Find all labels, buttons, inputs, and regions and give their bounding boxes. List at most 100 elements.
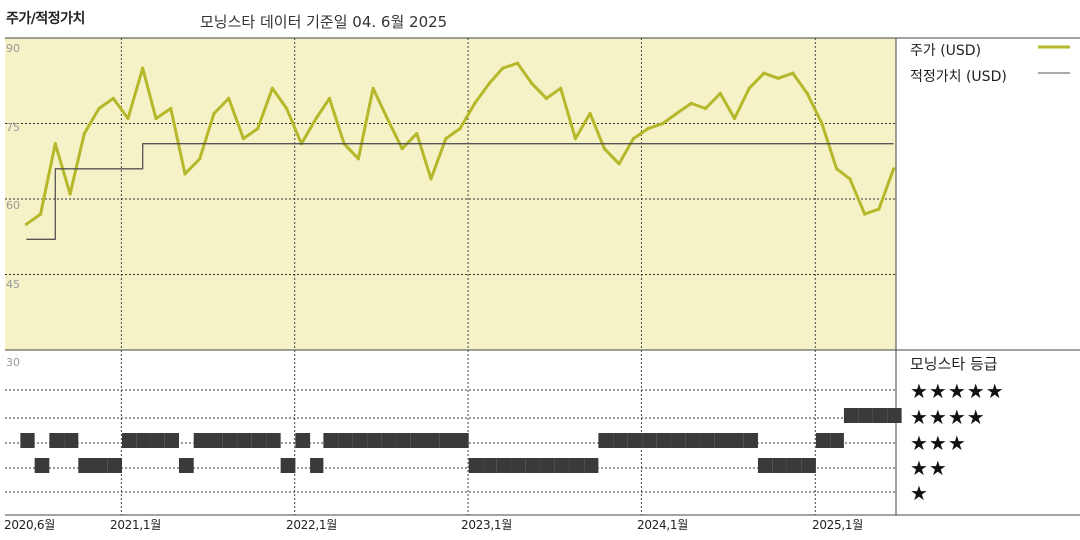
price-point — [487, 81, 491, 85]
price-point — [776, 76, 780, 80]
price-point — [24, 222, 28, 226]
price-point — [68, 192, 72, 196]
price-point — [82, 132, 86, 136]
rating-title: 모닝스타 등급 — [910, 355, 998, 373]
price-point — [732, 116, 737, 121]
rating-bar — [685, 433, 700, 448]
rating-bar — [439, 433, 454, 448]
rating-bar — [425, 433, 440, 448]
rating-bar — [887, 408, 902, 423]
rating-bar — [338, 433, 353, 448]
legend-fair-value: 적정가치 (USD) — [910, 69, 1007, 85]
price-point — [515, 61, 520, 65]
rating-bar — [396, 433, 411, 448]
rating-bar — [598, 433, 614, 448]
price-point — [256, 127, 260, 131]
rating-bar — [728, 433, 744, 448]
rating-bar — [569, 458, 585, 473]
price-point — [154, 116, 158, 121]
rating-bar — [122, 433, 137, 448]
price-point — [602, 147, 607, 151]
rating-bar — [772, 458, 787, 473]
rating-bar — [64, 433, 79, 448]
price-point — [820, 121, 824, 126]
x-tick-label: 2023,1월 — [461, 518, 512, 532]
rating-bar — [136, 433, 151, 448]
chart-title: 주가/적정가치 — [6, 11, 85, 27]
rating-bar — [381, 433, 397, 448]
rating-bar — [251, 433, 267, 448]
price-point — [473, 101, 477, 105]
chart-subtitle: 모닝스타 데이터 기준일 04. 6월 2025 — [200, 13, 448, 31]
rating-bar — [193, 433, 208, 448]
price-point — [877, 207, 881, 211]
rating-bar — [540, 458, 555, 473]
rating-label-2: ★★ — [910, 456, 948, 480]
rating-bar — [352, 433, 368, 448]
rating-bar — [310, 458, 324, 473]
rating-bar — [222, 433, 238, 448]
rating-bar — [843, 408, 859, 423]
rating-bar — [323, 433, 339, 448]
rating-bar — [93, 458, 108, 473]
price-point — [198, 157, 202, 161]
x-tick-label: 2024,1월 — [637, 518, 688, 532]
y-tick-label: 60 — [6, 199, 20, 212]
price-point — [501, 66, 505, 70]
price-point — [747, 86, 751, 90]
price-point — [559, 86, 563, 90]
price-point — [429, 177, 433, 181]
price-point — [530, 81, 534, 85]
price-point — [675, 111, 679, 116]
rating-bar — [453, 433, 469, 448]
price-point — [356, 157, 360, 161]
rating-bar — [786, 458, 802, 473]
price-point — [241, 137, 245, 141]
rating-bar — [34, 458, 50, 473]
price-point — [385, 116, 389, 121]
x-tick-label: 2025,1월 — [812, 518, 863, 532]
legend-price: 주가 (USD) — [910, 43, 982, 59]
price-point — [227, 96, 231, 100]
y-tick-label: 75 — [6, 121, 20, 134]
price-point — [141, 66, 145, 70]
price-point — [415, 132, 419, 136]
rating-bar — [410, 433, 426, 448]
y-tick-label: 45 — [6, 278, 20, 291]
rating-bar — [554, 458, 570, 473]
price-point — [126, 116, 130, 121]
fair-value-line — [26, 143, 894, 240]
price-point — [835, 167, 839, 171]
rating-bar — [295, 433, 311, 448]
series-lines — [24, 61, 896, 240]
chart-frame — [5, 37, 1080, 516]
price-point — [661, 121, 665, 126]
rating-bar — [207, 433, 223, 448]
rating-bar — [367, 433, 382, 448]
rating-bar — [78, 458, 94, 473]
rating-label-1: ★ — [910, 481, 929, 505]
x-tick-label: 2021,1월 — [110, 518, 161, 532]
price-point — [544, 96, 549, 100]
price-point — [718, 91, 722, 95]
price-point — [270, 86, 274, 90]
rating-bar — [699, 433, 715, 448]
price-point — [646, 127, 650, 131]
price-point — [183, 172, 187, 176]
price-point — [97, 106, 101, 111]
price-point — [285, 106, 289, 111]
rating-bar — [757, 458, 773, 473]
price-point — [863, 212, 867, 216]
price-point — [617, 162, 621, 166]
price-point — [762, 71, 766, 75]
rating-bar — [613, 433, 628, 448]
rating-bar — [237, 433, 252, 448]
price-point — [39, 212, 43, 216]
rating-bar — [801, 458, 816, 473]
rating-bar — [525, 458, 541, 473]
price-point — [588, 111, 592, 116]
rating-bars — [20, 408, 902, 473]
price-point — [631, 137, 636, 141]
rating-bar — [150, 433, 165, 448]
